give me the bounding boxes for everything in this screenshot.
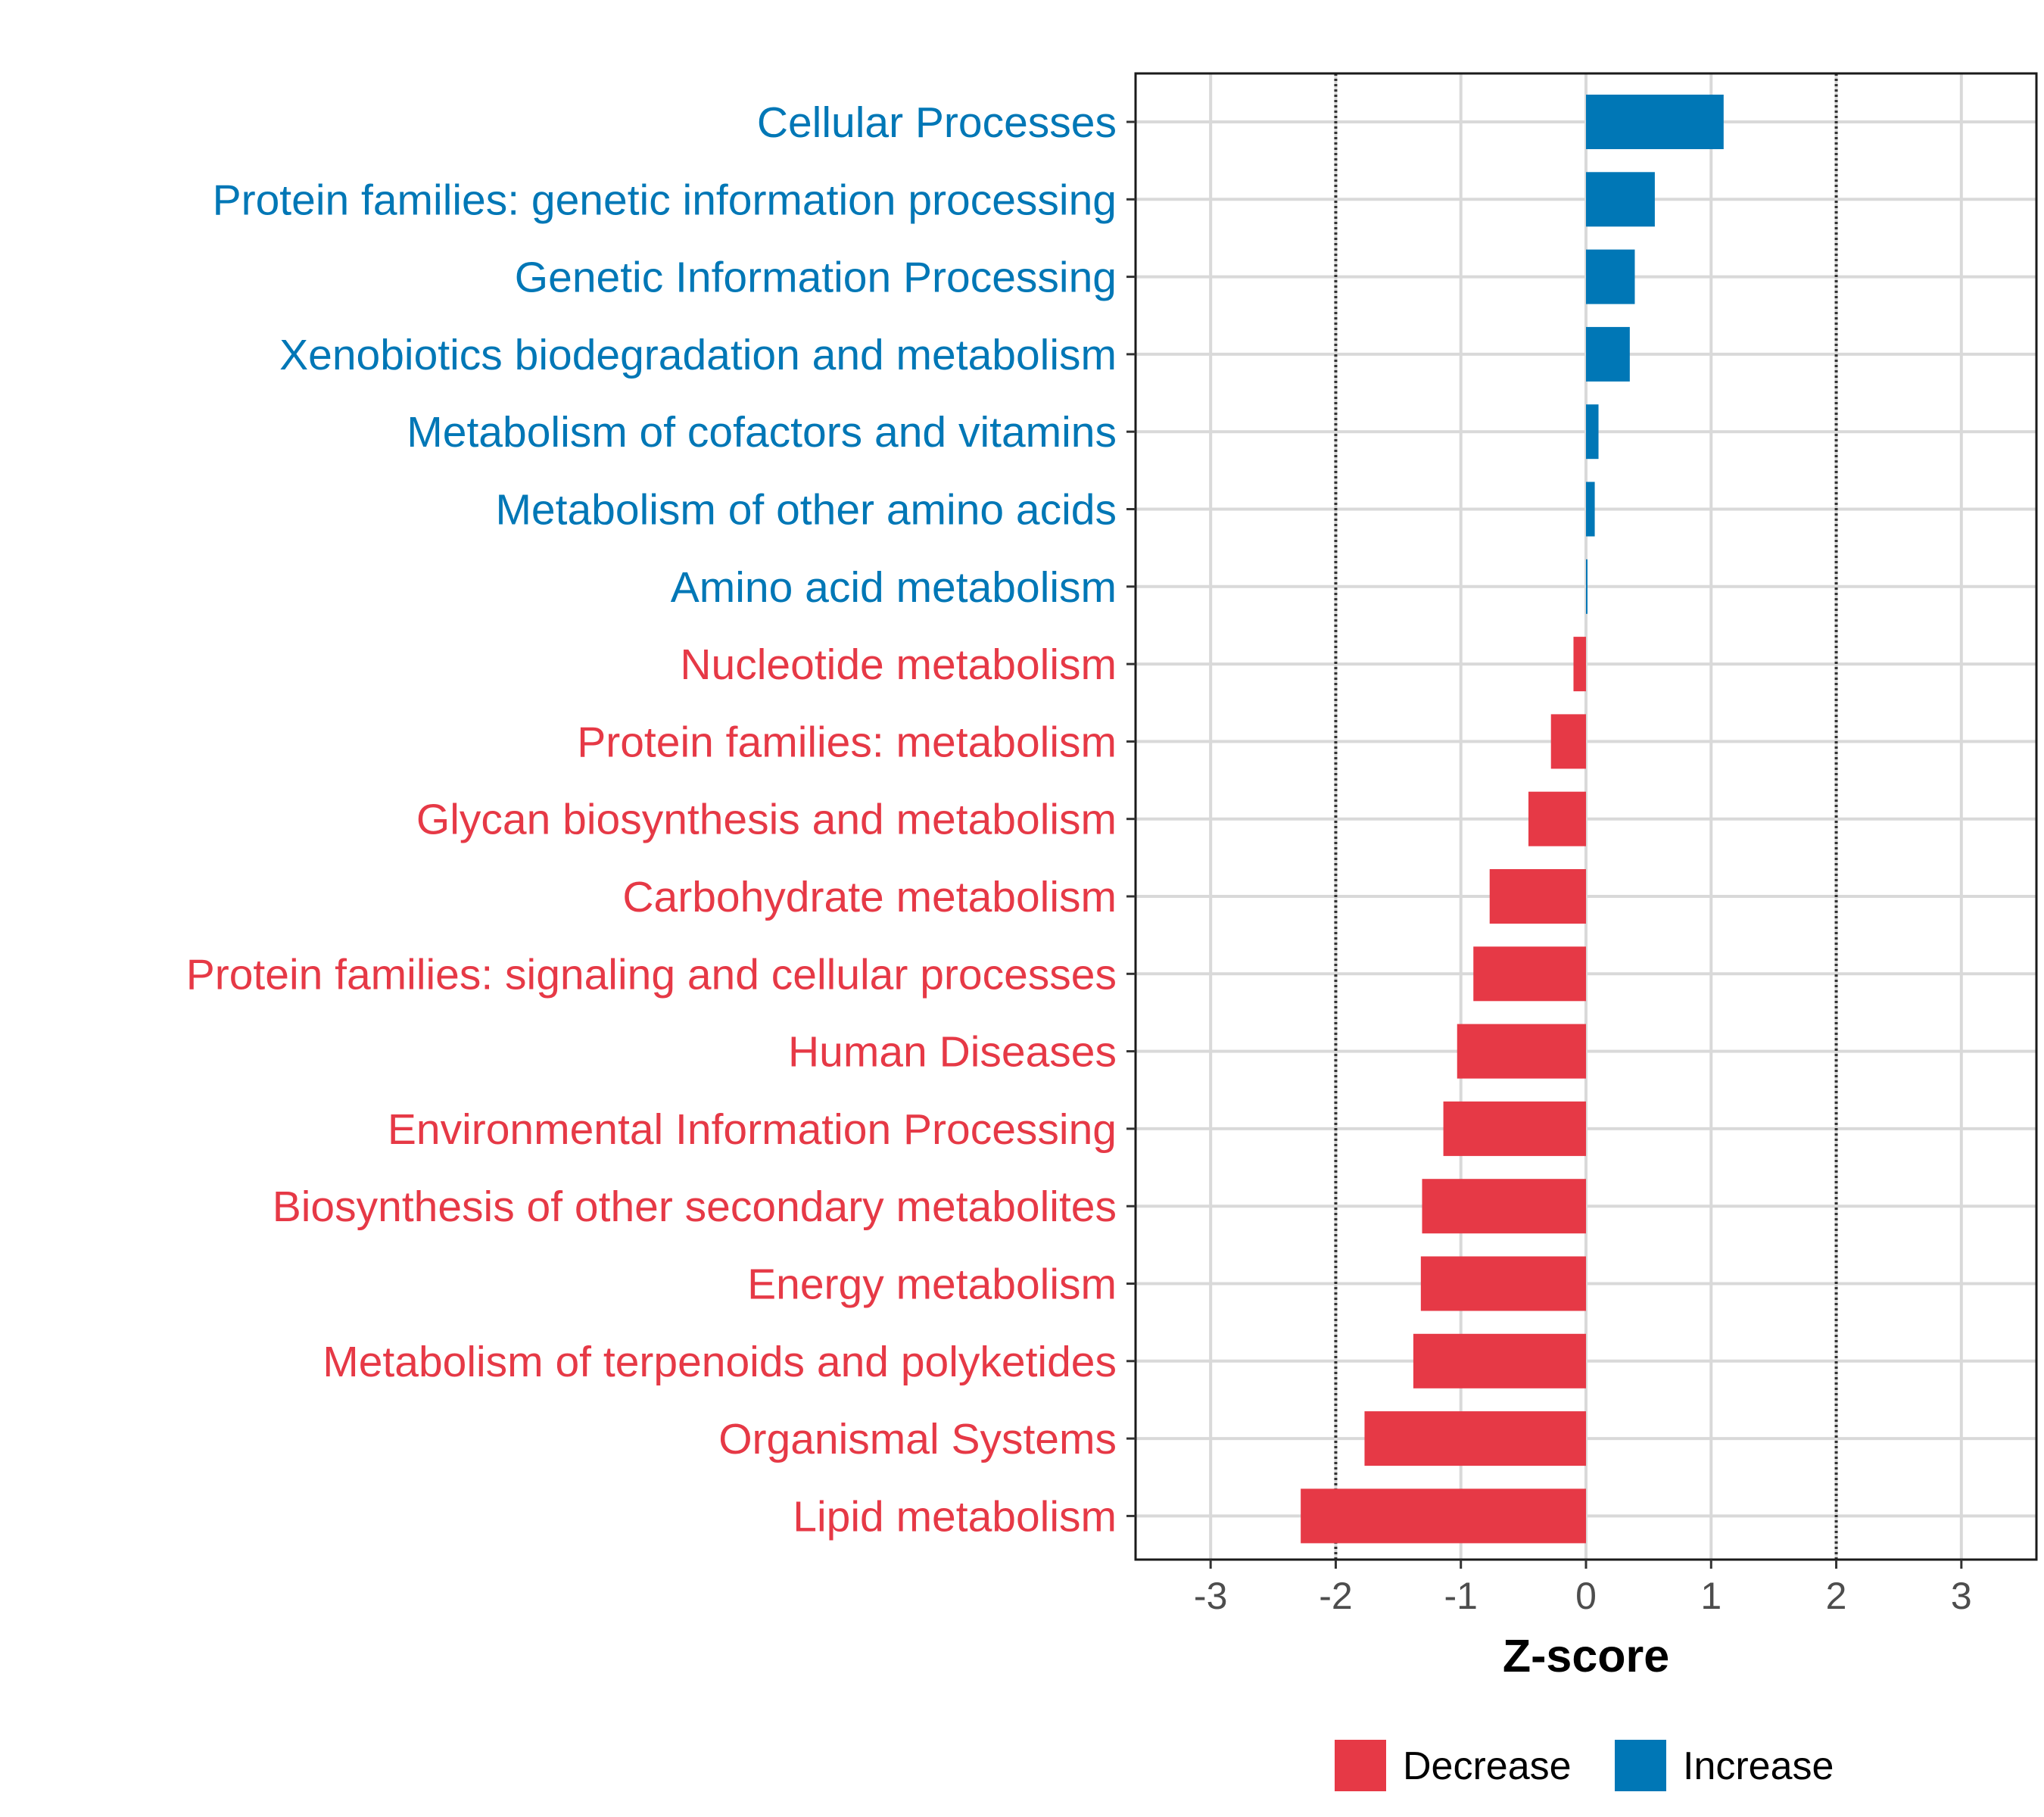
category-label-3: Xenobiotics biodegradation and metabolis…	[279, 331, 1117, 379]
x-tick-label-5: 2	[1826, 1575, 1847, 1617]
bar-4	[1586, 404, 1599, 460]
bar-15	[1420, 1256, 1586, 1311]
bar-10	[1489, 869, 1586, 924]
legend: Decrease Increase	[1335, 1740, 1834, 1791]
category-label-11: Protein families: signaling and cellular…	[186, 950, 1117, 999]
bar-9	[1528, 791, 1586, 846]
category-label-15: Energy metabolism	[747, 1261, 1117, 1309]
bar-2	[1586, 249, 1635, 304]
x-axis-ticks	[1209, 1560, 1963, 1569]
reference-lines	[1334, 73, 1838, 1560]
x-tick-label-0: -3	[1194, 1575, 1227, 1617]
bar-11	[1473, 946, 1586, 1002]
bar-8	[1550, 714, 1586, 769]
legend-swatch-increase	[1615, 1740, 1666, 1791]
y-axis-labels: Cellular Processes Protein families: gene…	[186, 98, 1117, 1541]
category-label-1: Protein families: genetic information pr…	[213, 176, 1117, 224]
bar-7	[1573, 637, 1586, 692]
bar-14	[1422, 1179, 1586, 1234]
x-tick-label-6: 3	[1951, 1575, 1972, 1617]
category-label-6: Amino acid metabolism	[671, 563, 1117, 612]
y-axis-ticks	[1126, 120, 1136, 1517]
category-label-8: Protein families: metabolism	[577, 718, 1117, 766]
bar-0	[1586, 95, 1724, 149]
bar-6	[1586, 559, 1588, 614]
bar-13	[1443, 1101, 1586, 1156]
category-label-7: Nucleotide metabolism	[680, 640, 1117, 689]
category-label-12: Human Diseases	[788, 1028, 1117, 1077]
category-label-5: Metabolism of other amino acids	[495, 486, 1117, 535]
bars	[1301, 95, 1724, 1544]
bar-1	[1586, 172, 1655, 227]
x-tick-label-2: -1	[1444, 1575, 1477, 1617]
bar-12	[1457, 1024, 1586, 1079]
category-label-17: Organismal Systems	[718, 1415, 1117, 1463]
x-axis-title: Z-score	[1503, 1630, 1669, 1681]
x-tick-label-4: 1	[1700, 1575, 1722, 1617]
category-label-0: Cellular Processes	[757, 98, 1117, 147]
legend-label-increase: Increase	[1683, 1744, 1834, 1788]
category-label-16: Metabolism of terpenoids and polyketides	[322, 1338, 1117, 1386]
category-label-9: Glycan biosynthesis and metabolism	[416, 796, 1117, 844]
bar-16	[1413, 1333, 1586, 1388]
category-label-2: Genetic Information Processing	[515, 254, 1117, 302]
bar-3	[1586, 326, 1630, 382]
category-label-4: Metabolism of cofactors and vitamins	[407, 408, 1117, 457]
bar-18	[1301, 1488, 1586, 1544]
legend-label-decrease: Decrease	[1403, 1744, 1572, 1788]
category-label-13: Environmental Information Processing	[388, 1105, 1117, 1154]
bar-17	[1364, 1411, 1586, 1466]
bar-5	[1586, 482, 1595, 537]
x-axis-tick-labels: -3 -2 -1 0 1 2 3	[1194, 1575, 1972, 1617]
x-tick-label-3: 0	[1575, 1575, 1597, 1617]
legend-swatch-decrease	[1335, 1740, 1386, 1791]
x-tick-label-1: -2	[1319, 1575, 1352, 1617]
category-label-10: Carbohydrate metabolism	[622, 873, 1117, 921]
category-label-14: Biosynthesis of other secondary metaboli…	[273, 1183, 1117, 1231]
category-label-18: Lipid metabolism	[793, 1492, 1117, 1541]
